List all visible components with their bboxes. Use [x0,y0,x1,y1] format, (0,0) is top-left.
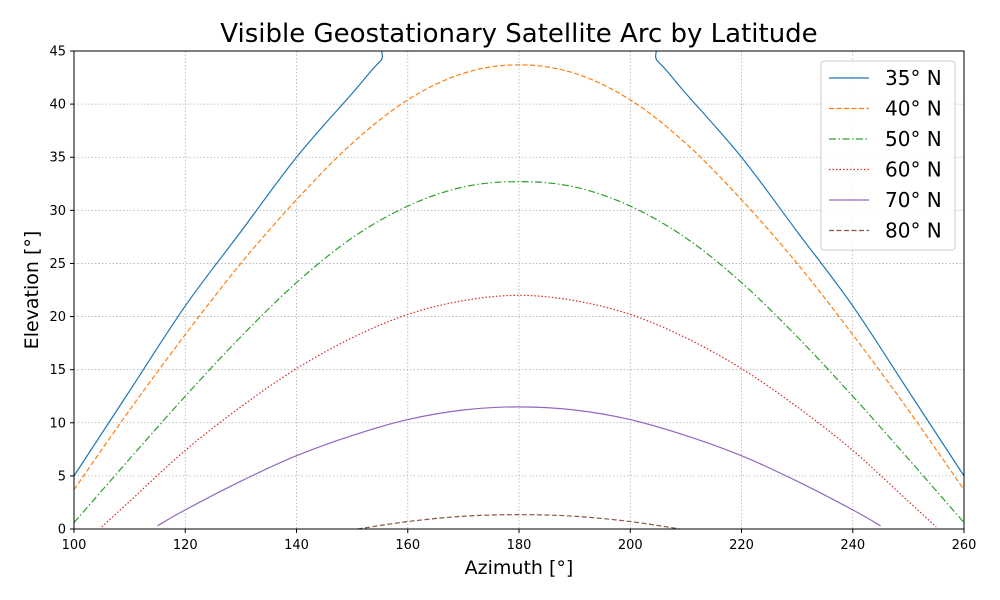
legend-label-60-n: 60° N [885,158,942,182]
x-tick-label: 200 [618,538,643,553]
y-tick-label: 40 [49,98,66,113]
x-tick-label: 120 [173,538,198,553]
x-axis-title: Azimuth [°] [465,557,574,579]
series-layer [74,51,964,529]
y-tick-label: 45 [49,45,66,60]
series-line-50-n [74,181,964,524]
legend-label-40-n: 40° N [885,97,942,121]
x-tick-label: 160 [395,538,420,553]
x-axis: 100 120 140 160 180 200 220 240 260 [62,529,977,553]
y-axis: 0 5 10 15 20 25 30 35 40 45 [49,45,74,538]
legend-label-80-n: 80° N [885,219,942,243]
y-tick-label: 30 [49,204,66,219]
legend: 35° N 40° N 50° N 60° N 70° N 80° N [820,60,956,251]
legend-label-35-n: 35° N [885,66,942,90]
y-tick-label: 10 [49,416,66,431]
y-tick-label: 0 [58,523,66,538]
y-tick-label: 20 [49,310,66,325]
x-tick-label: 260 [952,538,977,553]
series-line-70-n [157,406,881,527]
x-tick-label: 180 [507,538,532,553]
y-tick-label: 15 [49,363,66,378]
y-tick-label: 35 [49,151,66,166]
x-tick-label: 220 [729,538,754,553]
x-tick-label: 140 [284,538,309,553]
series-line-60-n [101,294,937,528]
x-tick-label: 240 [840,538,865,553]
y-axis-title: Elevation [°] [21,231,43,350]
legend-label-50-n: 50° N [885,127,942,151]
series-line-35-n [74,51,964,477]
series-line-80-n [357,514,681,529]
chart-title: Visible Geostationary Satellite Arc by L… [220,19,817,49]
series-line-40-n [74,64,964,491]
x-tick-label: 100 [62,538,87,553]
y-tick-label: 5 [58,469,66,484]
legend-label-70-n: 70° N [885,188,942,212]
y-tick-label: 25 [49,257,66,272]
